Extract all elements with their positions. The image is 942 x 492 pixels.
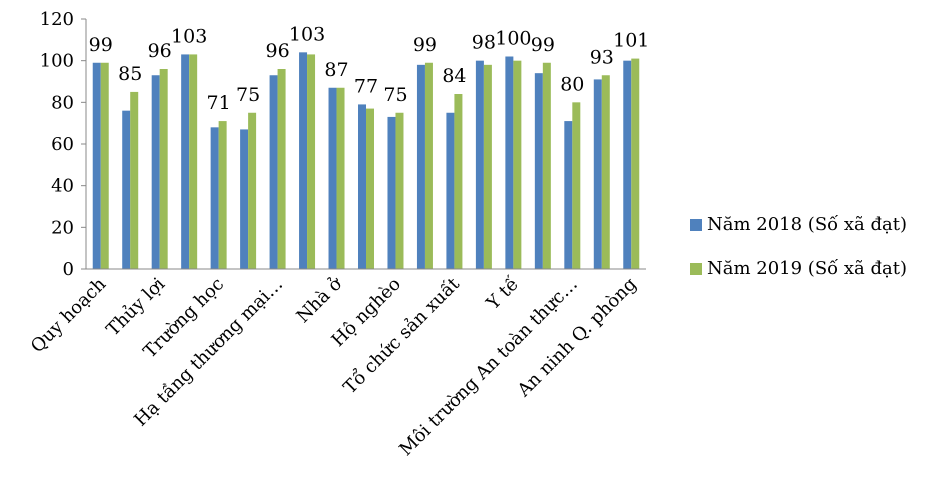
data-label: 99 [89,34,113,56]
data-label: 103 [171,25,207,47]
bar-2018 [122,110,131,270]
bar-2019 [100,62,109,269]
data-label: 103 [289,23,325,45]
y-tick-label: 80 [51,92,74,113]
category-label: Quy hoạch [27,273,111,357]
bar-2019 [542,62,551,269]
y-tick-label: 40 [51,176,74,197]
y-tick-label: 0 [63,259,74,280]
data-label: 77 [354,75,378,97]
data-label: 101 [613,30,649,52]
bar-2018 [210,127,219,269]
bar-2019 [454,94,463,269]
bar-2018 [328,87,337,269]
bar-2019 [631,58,640,270]
data-label: 71 [207,92,231,114]
legend: Năm 2018 (Số xã đạt) Năm 2019 (Số xã đạt) [690,214,907,279]
legend-label: Năm 2018 (Số xã đạt) [707,214,907,235]
bar-2019 [395,112,404,269]
bar-2019 [572,102,581,269]
legend-swatch [690,219,702,231]
data-label: 75 [383,84,407,106]
bar-2018 [534,73,543,270]
bar-2019 [513,60,522,269]
y-tick-label: 20 [51,217,74,238]
bar-2019 [248,112,257,269]
bar-2018 [623,60,632,269]
y-tick-label: 60 [51,134,74,155]
bar-2019 [277,69,286,269]
bar-2018 [505,56,514,269]
data-label: 96 [265,40,289,62]
bar-2019 [307,54,316,269]
data-label: 100 [495,28,531,50]
bar-2019 [336,87,345,269]
bar-2019 [159,69,168,269]
data-label: 96 [148,40,172,62]
data-label: 84 [442,65,466,87]
y-axis-ticks: 0 20 40 60 80 100 120 [40,9,86,280]
data-label: 93 [590,46,614,68]
data-label: 85 [118,63,142,85]
data-label: 98 [472,32,496,54]
bar-2019 [366,108,374,269]
data-label: 75 [236,84,260,106]
bar-2018 [181,54,190,269]
bar-2018 [416,64,425,269]
data-label: 87 [324,59,348,81]
y-tick-label: 120 [40,9,74,30]
bar-2018 [92,62,101,269]
bar-2018 [299,52,308,270]
data-label: 99 [413,34,437,56]
bar-series [92,52,640,270]
bar-2019 [424,62,433,269]
bar-2018 [593,79,602,270]
bar-2018 [387,116,396,270]
bar-2018 [151,75,160,269]
legend-label: Năm 2019 (Số xã đạt) [707,258,907,279]
bar-2019 [218,121,227,269]
data-label: 80 [560,73,584,95]
legend-swatch [690,263,702,275]
bar-2018 [564,121,573,269]
y-tick-label: 100 [40,51,74,72]
data-label: 99 [531,34,555,56]
bar-2019 [189,54,198,269]
category-label: Nhà ở [293,273,347,327]
axes [85,19,646,270]
category-label: Y tế [482,273,524,315]
bar-2018 [269,75,278,269]
bar-2018 [240,129,249,269]
bar-2018 [446,112,455,269]
bar-2018 [475,60,484,269]
bar-2019 [483,64,492,269]
bar-2019 [601,75,610,269]
bar-2019 [130,91,139,270]
bar-2018 [358,104,366,270]
